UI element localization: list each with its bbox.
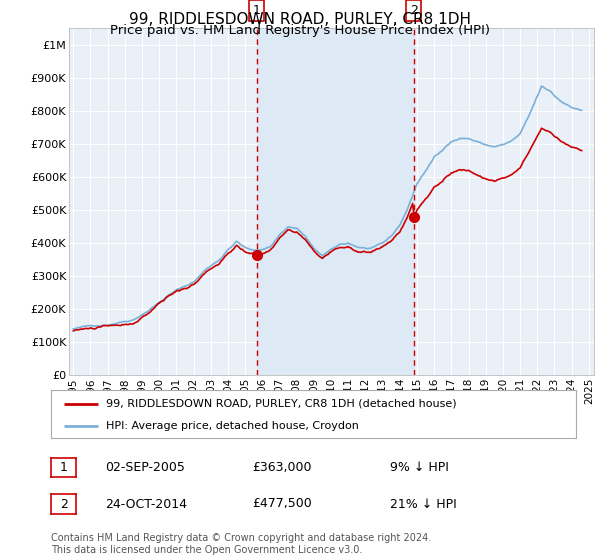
Text: 24-OCT-2014: 24-OCT-2014 — [105, 497, 187, 511]
Text: £477,500: £477,500 — [252, 497, 312, 511]
Text: 2: 2 — [410, 4, 418, 17]
Text: £363,000: £363,000 — [252, 461, 311, 474]
Text: 2: 2 — [59, 497, 68, 511]
Bar — [257, 28, 414, 375]
Text: HPI: Average price, detached house, Croydon: HPI: Average price, detached house, Croy… — [106, 421, 359, 431]
Text: Price paid vs. HM Land Registry's House Price Index (HPI): Price paid vs. HM Land Registry's House … — [110, 24, 490, 36]
Text: 1: 1 — [59, 461, 68, 474]
Text: Contains HM Land Registry data © Crown copyright and database right 2024.
This d: Contains HM Land Registry data © Crown c… — [51, 533, 431, 555]
Text: 1: 1 — [253, 4, 260, 17]
Text: 99, RIDDLESDOWN ROAD, PURLEY, CR8 1DH (detached house): 99, RIDDLESDOWN ROAD, PURLEY, CR8 1DH (d… — [106, 399, 457, 409]
Text: 02-SEP-2005: 02-SEP-2005 — [105, 461, 185, 474]
Text: 9% ↓ HPI: 9% ↓ HPI — [390, 461, 449, 474]
Text: 99, RIDDLESDOWN ROAD, PURLEY, CR8 1DH: 99, RIDDLESDOWN ROAD, PURLEY, CR8 1DH — [129, 12, 471, 27]
Text: 21% ↓ HPI: 21% ↓ HPI — [390, 497, 457, 511]
